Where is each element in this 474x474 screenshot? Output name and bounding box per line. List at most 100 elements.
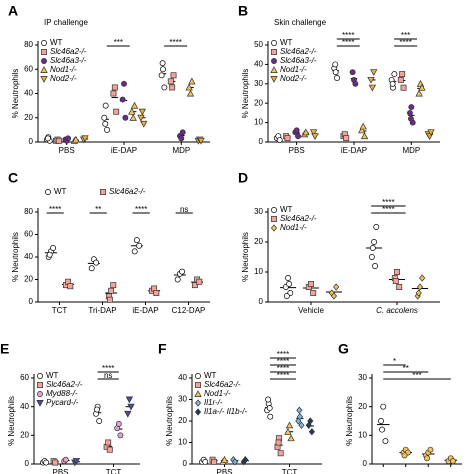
y-tick-label: 20 bbox=[358, 402, 367, 411]
data-point bbox=[220, 455, 229, 463]
data-point bbox=[117, 432, 124, 439]
legend-marker bbox=[270, 66, 278, 73]
y-tick-label: 0 bbox=[363, 459, 368, 468]
legend-label: Nod1-/- bbox=[204, 389, 231, 398]
data-point bbox=[369, 245, 376, 251]
significance-label: **** bbox=[399, 38, 411, 47]
data-point bbox=[110, 90, 117, 97]
data-point bbox=[96, 418, 103, 424]
data-point bbox=[106, 446, 113, 453]
data-point bbox=[389, 80, 396, 87]
data-point bbox=[67, 283, 74, 290]
y-tick-label: 10 bbox=[358, 430, 367, 439]
data-point bbox=[295, 133, 301, 140]
x-tick-label: TCT bbox=[106, 468, 122, 474]
data-point bbox=[115, 420, 122, 427]
data-point bbox=[427, 446, 434, 453]
data-point bbox=[349, 69, 356, 76]
y-axis-label: % Neutrophils bbox=[241, 232, 250, 282]
legend-marker bbox=[41, 49, 47, 55]
panel-label: A bbox=[8, 3, 18, 19]
legend-marker bbox=[37, 382, 43, 388]
data-point bbox=[334, 75, 340, 81]
data-point bbox=[285, 275, 292, 281]
data-point bbox=[179, 268, 186, 275]
data-point bbox=[136, 242, 143, 249]
y-axis-label: % Neutrophils bbox=[165, 396, 174, 446]
legend-label: Nod1-/- bbox=[280, 65, 307, 74]
significance-label: **** bbox=[382, 205, 394, 214]
data-point bbox=[415, 289, 422, 297]
data-point bbox=[332, 69, 339, 76]
data-point bbox=[178, 135, 185, 142]
x-tick-label: MDP bbox=[402, 146, 420, 155]
data-point bbox=[285, 421, 294, 429]
data-point bbox=[296, 413, 303, 421]
significance-label: **** bbox=[277, 357, 289, 366]
chart-title: IP challenge bbox=[44, 18, 88, 27]
data-point bbox=[169, 84, 176, 91]
significance-label: **** bbox=[277, 371, 289, 380]
legend-label: WT bbox=[54, 187, 67, 196]
x-tick-label: iE-DAP bbox=[132, 306, 158, 315]
data-point bbox=[50, 245, 57, 251]
chart-title: Skin challenge bbox=[274, 18, 327, 27]
y-tick-label: 20 bbox=[178, 416, 187, 425]
legend-label: WT bbox=[50, 38, 63, 47]
data-point bbox=[231, 458, 238, 466]
data-point bbox=[105, 439, 112, 446]
legend-marker bbox=[41, 58, 47, 64]
data-point bbox=[298, 421, 305, 429]
data-point bbox=[265, 396, 272, 403]
legend-label: WT bbox=[280, 205, 293, 214]
data-point bbox=[185, 83, 193, 91]
x-tick-label: C12-DAP bbox=[172, 306, 206, 315]
data-point bbox=[161, 84, 168, 91]
significance-label: **** bbox=[102, 364, 114, 373]
legend-label: Slc46a2-/- bbox=[109, 187, 146, 196]
data-point bbox=[380, 403, 387, 410]
data-point bbox=[133, 237, 140, 244]
data-point bbox=[140, 120, 148, 128]
data-point bbox=[392, 278, 399, 284]
y-axis-label: % Neutrophils bbox=[345, 396, 354, 446]
legend-label: Nod1-/- bbox=[50, 65, 77, 74]
legend-marker bbox=[270, 224, 278, 232]
y-axis-label: % Neutrophils bbox=[11, 232, 20, 282]
data-point bbox=[102, 120, 109, 127]
data-point bbox=[124, 410, 132, 418]
data-point bbox=[46, 251, 53, 258]
x-tick-label: PBS bbox=[289, 146, 305, 155]
data-point bbox=[93, 259, 100, 266]
data-point bbox=[311, 133, 319, 141]
y-tick-label: 20 bbox=[254, 237, 263, 246]
legend-marker bbox=[36, 400, 44, 407]
data-point bbox=[101, 114, 108, 121]
panel-label: D bbox=[238, 170, 248, 186]
data-point bbox=[167, 78, 174, 85]
data-point bbox=[197, 137, 205, 145]
data-point bbox=[419, 274, 426, 282]
significance-label: *** bbox=[412, 371, 421, 380]
legend-label: Slc46a2-/- bbox=[280, 214, 317, 223]
data-point bbox=[211, 458, 218, 465]
data-point bbox=[52, 459, 59, 466]
data-point bbox=[382, 438, 389, 445]
legend-label: WT bbox=[46, 371, 59, 380]
y-tick-label: 60 bbox=[20, 373, 29, 382]
y-tick-label: 40 bbox=[20, 402, 29, 411]
data-point bbox=[242, 456, 249, 464]
data-point bbox=[397, 76, 404, 83]
legend-label: Nod2-/- bbox=[280, 74, 307, 83]
data-point bbox=[308, 281, 314, 287]
data-point bbox=[308, 428, 315, 436]
panel-label: E bbox=[0, 341, 9, 357]
data-point bbox=[62, 456, 69, 463]
data-point bbox=[196, 278, 203, 285]
legend-marker bbox=[270, 76, 278, 83]
y-axis-label: % Neutrophils bbox=[241, 69, 250, 119]
y-tick-label: 10 bbox=[178, 438, 187, 447]
data-point bbox=[343, 135, 350, 142]
data-point bbox=[81, 135, 89, 143]
data-point bbox=[283, 293, 290, 299]
